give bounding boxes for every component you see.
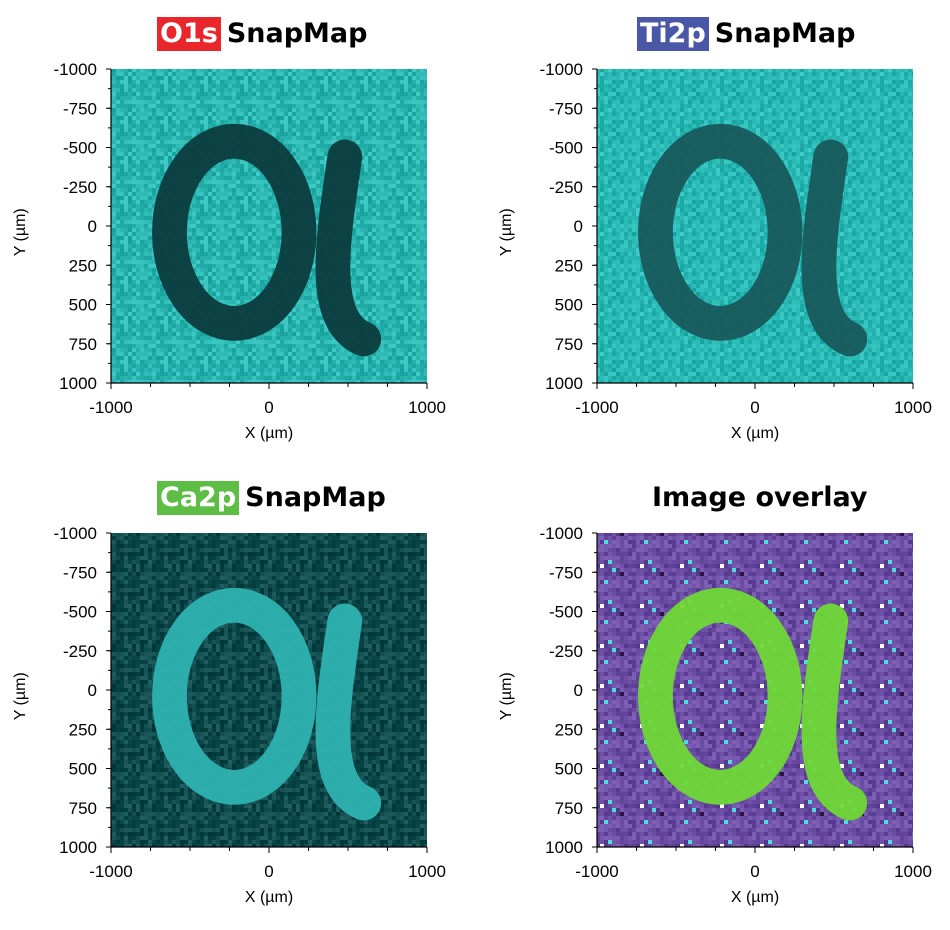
x-tick-label: 0 xyxy=(750,398,759,417)
y-tick-label: 250 xyxy=(555,720,583,739)
y-tick-label: -1000 xyxy=(540,524,583,543)
title-suffix: SnapMap xyxy=(226,18,368,49)
x-tick-label: -1000 xyxy=(89,398,132,417)
x-tick-label: 1000 xyxy=(894,398,932,417)
y-tick-label: 250 xyxy=(69,256,97,275)
alpha-tail xyxy=(315,139,382,357)
alpha-loop xyxy=(638,587,803,805)
x-tick-label: -1000 xyxy=(575,862,618,881)
y-tick-label: 500 xyxy=(555,296,583,315)
y-tick-label: 1000 xyxy=(545,838,583,857)
y-tick-label: 500 xyxy=(69,760,97,779)
alpha-tail xyxy=(801,139,868,357)
alpha-tail xyxy=(801,603,868,821)
chart-title: Image overlay xyxy=(652,480,867,516)
y-tick-label: 1000 xyxy=(59,838,97,857)
chart-title: O1s SnapMap xyxy=(157,16,367,52)
alpha-loop xyxy=(638,123,803,341)
element-tag: Ti2p xyxy=(637,17,709,51)
x-tick-label: 0 xyxy=(750,862,759,881)
y-tick-label: 500 xyxy=(555,760,583,779)
x-axis-label: X (µm) xyxy=(245,889,293,906)
y-tick-label: 750 xyxy=(555,335,583,354)
element-tag: O1s xyxy=(157,17,221,51)
x-tick-label: -1000 xyxy=(575,398,618,417)
y-tick-label: -500 xyxy=(63,603,97,622)
y-tick-label: -1000 xyxy=(540,60,583,79)
y-axis-label: Y (µm) xyxy=(12,208,29,256)
y-tick-label: -500 xyxy=(549,139,583,158)
y-tick-label: -1000 xyxy=(54,524,97,543)
y-tick-label: 1000 xyxy=(59,374,97,393)
y-tick-label: -750 xyxy=(63,99,97,118)
x-tick-label: 1000 xyxy=(408,398,446,417)
y-tick-label: -1000 xyxy=(54,60,97,79)
y-tick-label: 250 xyxy=(69,720,97,739)
y-tick-label: -750 xyxy=(63,563,97,582)
x-axis-label: X (µm) xyxy=(245,425,293,442)
y-tick-label: -250 xyxy=(549,642,583,661)
title-suffix: SnapMap xyxy=(245,482,386,513)
y-tick-label: 750 xyxy=(555,799,583,818)
x-tick-label: 1000 xyxy=(408,862,446,881)
alpha-tail xyxy=(315,603,382,821)
y-tick-label: 0 xyxy=(574,681,583,700)
y-axis-label: Y (µm) xyxy=(12,672,29,720)
y-tick-label: -250 xyxy=(63,642,97,661)
y-tick-label: -250 xyxy=(549,178,583,197)
alpha-loop xyxy=(152,123,317,341)
y-axis-label: Y (µm) xyxy=(498,208,515,256)
chart-title: Ca2p SnapMap xyxy=(157,480,386,516)
y-tick-label: -500 xyxy=(549,603,583,622)
x-tick-label: 0 xyxy=(264,862,273,881)
y-axis-label: Y (µm) xyxy=(498,672,515,720)
y-tick-label: 750 xyxy=(69,799,97,818)
x-tick-label: 1000 xyxy=(894,862,932,881)
y-tick-label: 500 xyxy=(69,296,97,315)
chart-title: Ti2p SnapMap xyxy=(637,16,855,52)
alpha-loop xyxy=(152,587,317,805)
title-suffix: Image overlay xyxy=(652,482,868,513)
x-tick-label: -1000 xyxy=(89,862,132,881)
y-tick-label: -250 xyxy=(63,178,97,197)
x-axis-label: X (µm) xyxy=(731,425,779,442)
x-axis-label: X (µm) xyxy=(731,889,779,906)
x-tick-label: 0 xyxy=(264,398,273,417)
element-tag: Ca2p xyxy=(157,481,240,515)
y-tick-label: 1000 xyxy=(545,374,583,393)
y-tick-label: -500 xyxy=(63,139,97,158)
y-tick-label: -750 xyxy=(549,563,583,582)
y-tick-label: 250 xyxy=(555,256,583,275)
y-tick-label: 0 xyxy=(88,681,97,700)
y-tick-label: 0 xyxy=(88,217,97,236)
y-tick-label: 750 xyxy=(69,335,97,354)
title-suffix: SnapMap xyxy=(714,18,856,49)
y-tick-label: -750 xyxy=(549,99,583,118)
y-tick-label: 0 xyxy=(574,217,583,236)
